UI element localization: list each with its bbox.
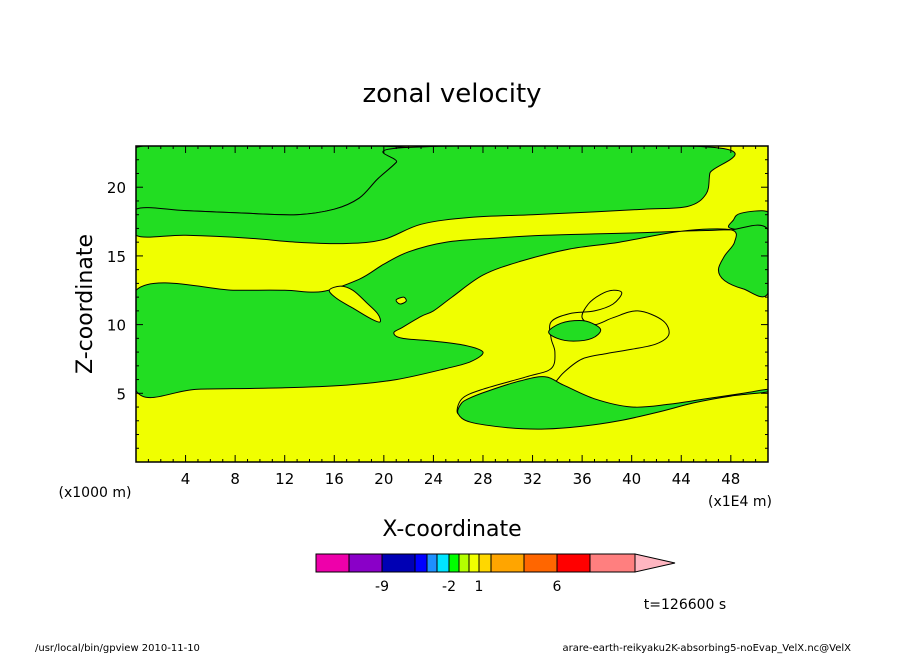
y-tick-label: 10 xyxy=(107,317,126,335)
x-tick-label: 40 xyxy=(622,470,641,488)
y-unit-label: (x1000 m) xyxy=(59,485,132,501)
footer-command: /usr/local/bin/gpview 2010-11-10 xyxy=(35,643,200,654)
colorbar-swatch xyxy=(589,553,636,573)
contour-region-negative xyxy=(136,224,768,399)
x-tick-label: 48 xyxy=(721,470,740,488)
x-tick-label: 8 xyxy=(230,470,240,488)
x-tick-label: 24 xyxy=(424,470,443,488)
x-tick-label: 32 xyxy=(523,470,542,488)
x-axis-title: X-coordinate xyxy=(382,517,521,542)
y-tick-label: 15 xyxy=(107,248,126,266)
colorbar-label: -2 xyxy=(442,579,456,595)
colorbar-swatch xyxy=(315,553,350,573)
colorbar: -9 -2 1 6 xyxy=(315,553,676,595)
colorbar-swatch xyxy=(478,553,492,573)
y-axis-title: Z-coordinate xyxy=(73,234,98,374)
colorbar-label: 1 xyxy=(475,579,484,595)
x-tick-label: 44 xyxy=(672,470,691,488)
x-tick-label: 16 xyxy=(325,470,344,488)
colorbar-swatch xyxy=(490,553,525,573)
contour-region-negative xyxy=(136,146,736,245)
colorbar-swatch xyxy=(414,553,428,573)
contour-region-positive xyxy=(395,296,407,305)
contour-regions xyxy=(136,146,768,430)
plot-frame xyxy=(135,145,769,463)
x-tick-label: 20 xyxy=(374,470,393,488)
colorbar-swatch xyxy=(523,553,558,573)
y-tick-label: 5 xyxy=(116,385,126,403)
contour-region-negative xyxy=(457,376,768,430)
colorbar-swatch xyxy=(468,553,480,573)
footer-source: arare-earth-reikyaku2K-absorbing5-noEvap… xyxy=(563,643,852,654)
colorbar-label: -9 xyxy=(375,579,389,595)
colorbar-label: 6 xyxy=(553,579,562,595)
colorbar-swatch xyxy=(348,553,383,573)
contour-region-positive xyxy=(328,285,381,323)
colorbar-swatch xyxy=(448,553,460,573)
x-tick-label: 12 xyxy=(275,470,294,488)
x-unit-label: (x1E4 m) xyxy=(708,494,772,510)
x-tick-label: 4 xyxy=(181,470,191,488)
chart-title: zonal velocity xyxy=(362,79,541,109)
colorbar-swatch xyxy=(381,553,416,573)
x-tick-label: 28 xyxy=(473,470,492,488)
time-label: t=126600 s xyxy=(644,597,726,613)
contour-region-negative xyxy=(548,319,602,342)
colorbar-swatch xyxy=(436,553,450,573)
colorbar-swatch xyxy=(426,553,438,573)
y-tick-label: 20 xyxy=(107,179,126,197)
colorbar-swatch xyxy=(458,553,470,573)
colorbar-swatch xyxy=(556,553,591,573)
x-tick-label: 36 xyxy=(573,470,592,488)
colorbar-arrow xyxy=(634,553,676,573)
